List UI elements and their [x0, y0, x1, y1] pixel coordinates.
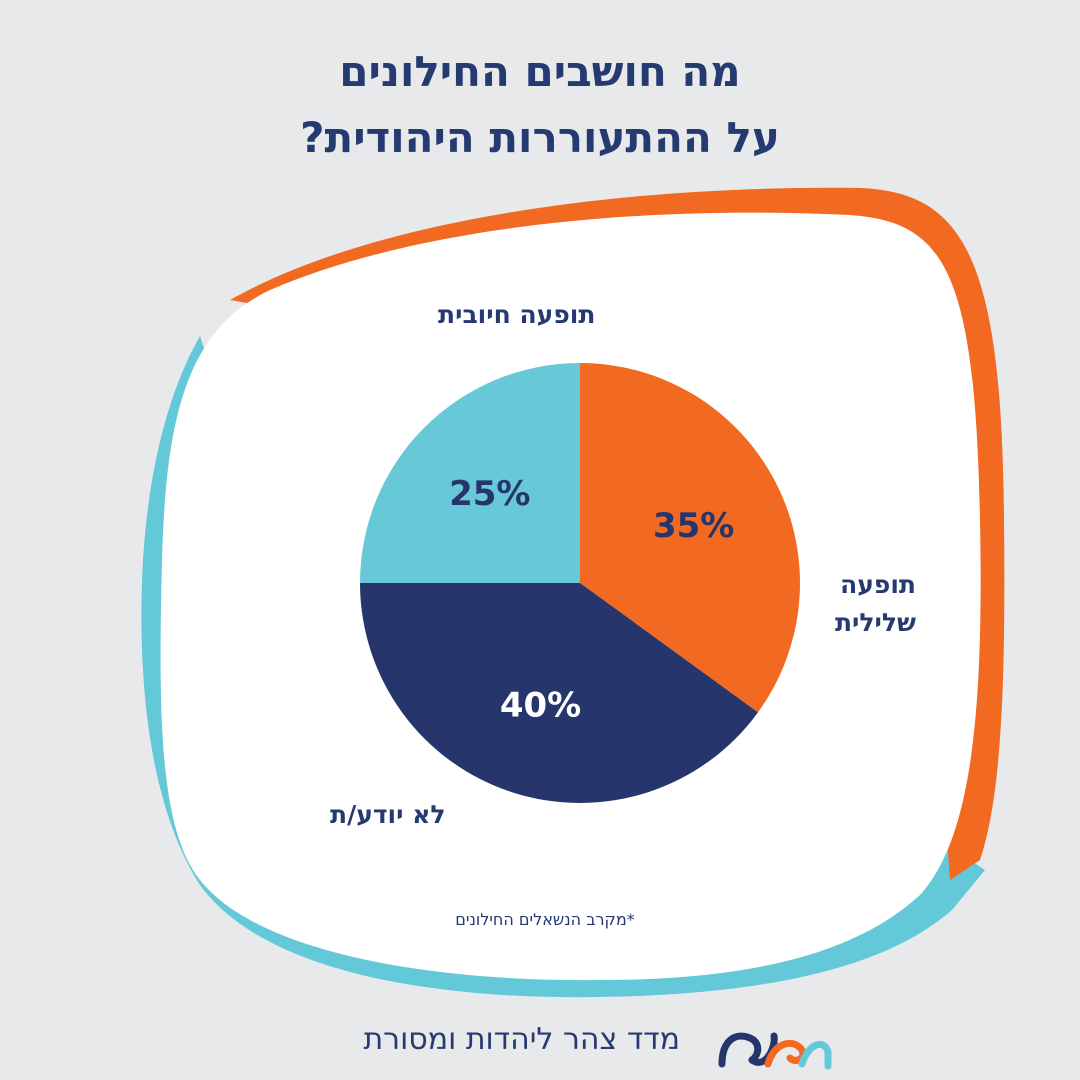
- pie-value-labels: 25% 35% 40%: [449, 474, 734, 726]
- label-negative-line2: שלילית: [834, 608, 916, 637]
- label-negative: תופעה שלילית: [810, 566, 916, 642]
- mashav-logo-icon: [718, 1032, 832, 1070]
- label-positive: תופעה חיובית: [438, 300, 596, 329]
- pie-slices: [360, 363, 800, 803]
- brand-name: מדד צהר ליהדות ומסורת: [363, 1022, 680, 1057]
- chart-title-line2: על ההתעוררות היהודית?: [300, 113, 780, 162]
- label-negative-line1: תופעה: [840, 570, 916, 599]
- label-unknown: לא יודע/ת: [330, 800, 446, 829]
- footnote: *מקרב הנשאלים החילונים: [455, 910, 635, 929]
- pie-slice-1: [360, 363, 580, 583]
- pie-value-label-3: 40%: [500, 685, 581, 725]
- pie-slice-2: [580, 363, 800, 713]
- pie-slice-3: [360, 583, 758, 803]
- pie-value-label-2: 35%: [653, 506, 734, 546]
- pie-value-label-1: 25%: [449, 474, 530, 514]
- chart-title-line1: מה חושבים החילונים: [339, 47, 741, 96]
